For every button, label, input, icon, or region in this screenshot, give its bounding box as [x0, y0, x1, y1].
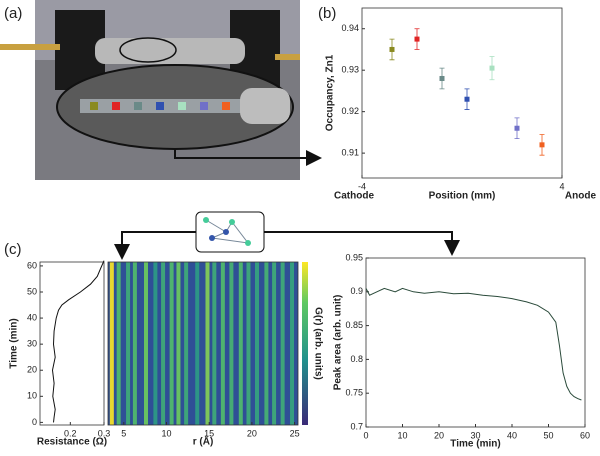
heatmap-stripe [195, 262, 200, 425]
x-tick-label: 10 [397, 430, 407, 440]
plot-frame [365, 257, 586, 428]
line [365, 287, 582, 401]
heatmap-stripe [132, 262, 137, 425]
y-axis-label: Peak area (arb. unit) [333, 295, 344, 391]
heatmap-stripe [144, 262, 148, 425]
x-tick-label: 10 [161, 428, 171, 438]
x-tick-label: 60 [580, 430, 590, 440]
heatmap-stripe [264, 262, 269, 425]
y-tick-label: 0.85 [345, 320, 363, 330]
panel-label: (a) [4, 5, 22, 22]
y-tick-label: 0 [32, 417, 37, 427]
y-tick-label: 50 [27, 286, 37, 296]
x-tick-label: -4 [358, 181, 366, 191]
annotation: Cathode [334, 191, 374, 202]
x-axis-label: Resistance (Ω) [37, 437, 107, 448]
x-tick-label: 15 [204, 428, 214, 438]
x-tick-label: 20 [247, 428, 257, 438]
heatmap-stripe [220, 262, 225, 425]
y-tick-label: 60 [27, 260, 37, 270]
plot-frame [107, 261, 299, 426]
x-tick-label: 40 [507, 430, 517, 440]
y-tick-label: 0.9 [350, 286, 363, 296]
y-axis-label: Time (min) [9, 318, 20, 368]
x-tick-label: 0 [363, 430, 368, 440]
annotation: Anode [565, 191, 597, 202]
plot-frame [361, 7, 563, 179]
y-axis-label: Occupancy, Zn1 [325, 54, 336, 131]
x-tick-label: 0.3 [98, 428, 111, 438]
y-tick-label: 0.93 [341, 65, 359, 75]
structure-icon [114, 211, 460, 260]
point [539, 142, 545, 148]
point [464, 96, 470, 102]
y-tick-label: 0.7 [350, 421, 363, 431]
heatmap-stripe [238, 262, 243, 425]
x-tick-label: 0.2 [64, 428, 77, 438]
x-tick-label: 4 [559, 181, 564, 191]
colorbar-label: G(r) (arb. units) [312, 307, 323, 380]
point [389, 46, 395, 52]
heatmap-stripe [169, 262, 174, 425]
heatmap-stripe [184, 262, 189, 425]
point [439, 75, 445, 81]
y-tick-label: 10 [27, 391, 37, 401]
heatmap-stripe [176, 262, 181, 425]
x-tick-label: 5 [121, 428, 126, 438]
y-tick-label: 0.92 [341, 106, 359, 116]
panel-label: (c) [4, 241, 22, 258]
y-tick-label: 20 [27, 365, 37, 375]
panel-label: (b) [318, 5, 336, 22]
heatmap-stripe [153, 262, 158, 425]
line [51, 260, 105, 423]
y-tick-label: 0.94 [341, 23, 359, 33]
x-tick-label: 30 [470, 430, 480, 440]
x-axis-label: r (Å) [193, 435, 214, 448]
heatmap-stripe [272, 262, 277, 425]
y-tick-label: 40 [27, 312, 37, 322]
photo [0, 0, 322, 180]
heatmap-stripe [126, 262, 131, 425]
point [514, 125, 520, 131]
heatmap-stripe [229, 262, 234, 425]
x-tick-label: 20 [434, 430, 444, 440]
y-tick-label: 30 [27, 339, 37, 349]
y-tick-label: 0.95 [345, 252, 363, 262]
x-axis-label: Time (min) [450, 439, 500, 450]
plot-frame [39, 261, 105, 426]
heatmap-stripe [290, 262, 295, 425]
x-tick-label: 25 [290, 428, 300, 438]
heatmap-stripe [255, 262, 260, 425]
heatmap-stripe [246, 262, 251, 425]
heatmap-stripe [161, 262, 166, 425]
heatmap-stripe [205, 262, 210, 425]
heatmap-stripe [212, 262, 217, 425]
y-tick-label: 0.8 [350, 354, 363, 364]
y-tick-label: 0.75 [345, 388, 363, 398]
x-tick-label: 50 [543, 430, 553, 440]
heatmap-stripe [109, 262, 114, 425]
x-axis-label: Position (mm) [429, 191, 496, 202]
colorbar [302, 262, 308, 425]
point [489, 65, 495, 71]
y-tick-label: 0.91 [341, 147, 359, 157]
heatmap-stripe [116, 262, 121, 425]
heatmap-stripe [280, 262, 285, 425]
point [414, 36, 420, 42]
